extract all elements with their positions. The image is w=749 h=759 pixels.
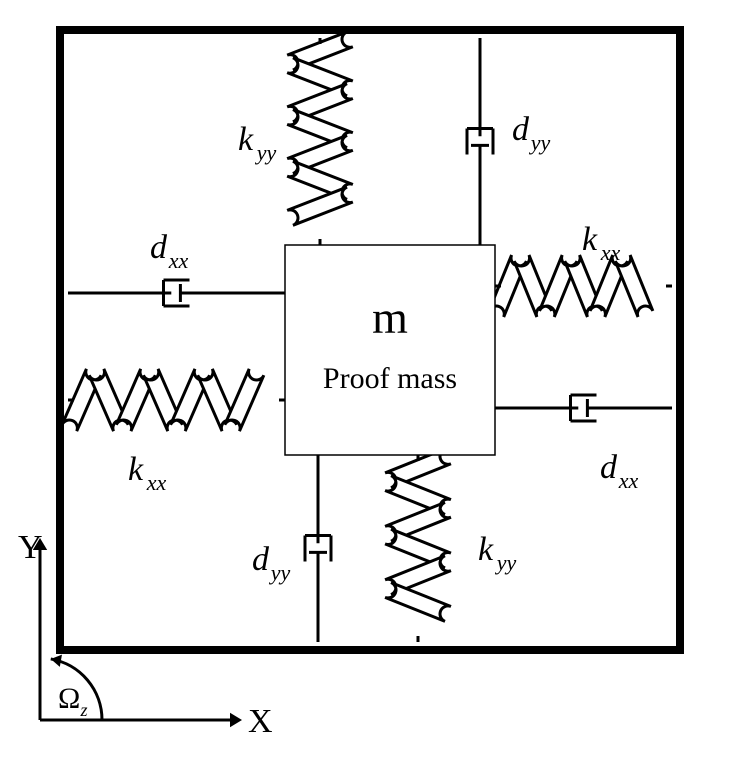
omega-label: Ω	[58, 682, 80, 715]
svg-text:yy: yy	[529, 130, 551, 155]
svg-text:k: k	[582, 221, 598, 258]
svg-text:xx: xx	[146, 470, 167, 495]
label-dxx-left: dxx	[150, 229, 188, 273]
mass-label: Proof mass	[323, 362, 457, 395]
damper-bottom	[305, 455, 331, 642]
svg-text:d: d	[600, 449, 618, 486]
label-kyy-bottom: kyy	[478, 531, 516, 575]
proof-mass	[285, 245, 495, 455]
damper-right	[495, 395, 672, 421]
svg-text:d: d	[150, 229, 168, 266]
svg-text:yy: yy	[495, 550, 517, 575]
svg-text:yy: yy	[269, 560, 291, 585]
axis-x-label: X	[248, 703, 273, 740]
spring-top	[287, 32, 353, 245]
mass-symbol: m	[372, 292, 408, 343]
label-kxx-left: kxx	[128, 451, 166, 495]
label-dxx-right: dxx	[600, 449, 638, 493]
spring-bottom	[385, 449, 451, 642]
svg-text:xx: xx	[168, 248, 189, 273]
svg-text:xx: xx	[618, 468, 639, 493]
damper-top	[467, 38, 493, 245]
svg-text:k: k	[128, 451, 144, 488]
svg-text:d: d	[512, 111, 530, 148]
omega-sub: z	[80, 700, 88, 720]
svg-text:xx: xx	[600, 240, 621, 265]
label-kxx-right: kxx	[582, 221, 620, 265]
axis-y-label: Y	[18, 529, 43, 566]
svg-text:k: k	[478, 531, 494, 568]
spring-right	[489, 255, 672, 317]
svg-text:k: k	[238, 121, 254, 158]
svg-text:d: d	[252, 541, 270, 578]
label-dyy-bottom: dyy	[252, 541, 290, 585]
damper-left	[68, 280, 285, 306]
label-kyy-top: kyy	[238, 121, 276, 165]
svg-text:yy: yy	[255, 140, 277, 165]
spring-left	[62, 369, 285, 431]
label-dyy-top: dyy	[512, 111, 550, 155]
